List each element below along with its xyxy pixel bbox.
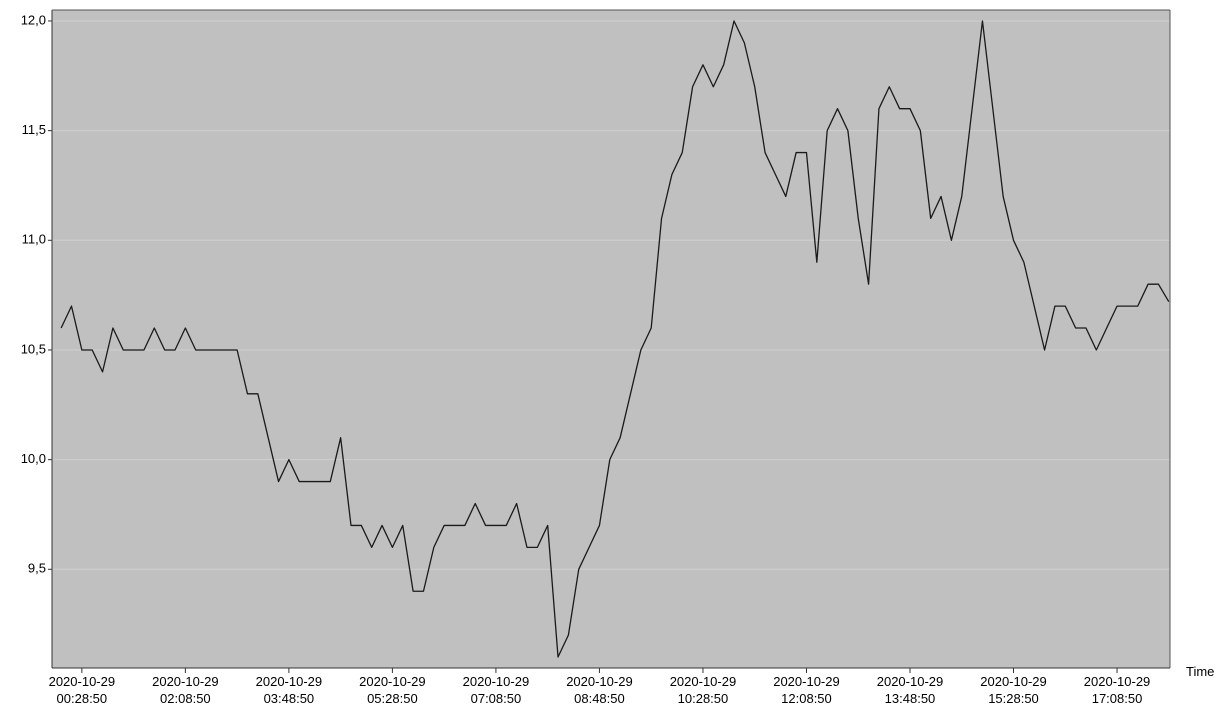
x-tick-label: 2020-10-29 15:28:50	[980, 674, 1047, 706]
x-tick-label: 2020-10-29 03:48:50	[255, 674, 323, 706]
x-axis-label: Time	[1186, 664, 1215, 679]
y-tick-label: 11,5	[22, 122, 46, 137]
data-line	[60, 20, 1170, 658]
x-tick-label: 2020-10-29 13:48:50	[876, 674, 944, 706]
x-tick-label: 2020-10-29 17:08:50	[1083, 674, 1151, 706]
x-tick-label: 2020-10-29 05:28:50	[359, 674, 426, 706]
y-tick-label: 11,0	[22, 232, 46, 247]
x-tick-label: 2020-10-29 08:48:50	[566, 674, 633, 706]
x-tick-label: 2020-10-29 02:08:50	[152, 674, 219, 706]
x-tick-label: 2020-10-29 12:08:50	[773, 674, 840, 706]
y-tick-label: 10,5	[21, 341, 46, 356]
plot-background	[52, 10, 1170, 668]
y-tick-label: 10,0	[21, 451, 46, 466]
y-tick-label: 12,0	[21, 12, 46, 27]
x-tick-label: 2020-10-29 07:08:50	[462, 674, 530, 706]
x-tick-label: 2020-10-29 10:28:50	[669, 674, 737, 706]
x-tick-label: 2020-10-29 00:28:50	[48, 674, 116, 706]
y-tick-label: 9,5	[28, 561, 46, 576]
